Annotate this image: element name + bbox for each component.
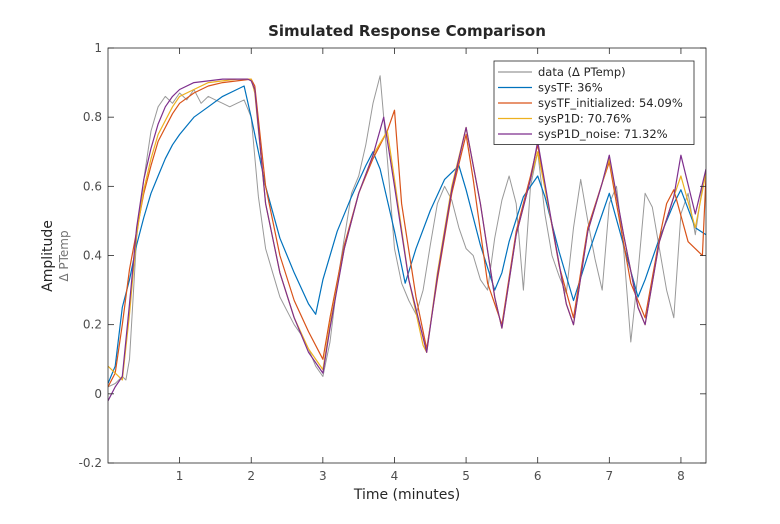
legend-label-data: data (Δ PTemp) xyxy=(538,65,626,79)
series-line-data xyxy=(108,75,703,388)
y-tick-label: 1 xyxy=(94,41,102,55)
x-tick-label: 5 xyxy=(462,469,470,483)
x-tick-label: 1 xyxy=(176,469,184,483)
legend-label-sysP1D-noise: sysP1D_noise: 71.32% xyxy=(538,127,668,141)
y-tick-label: 0.4 xyxy=(83,249,102,263)
legend-label-sysTF: sysTF: 36% xyxy=(538,81,603,95)
series-line-sysTF xyxy=(108,85,706,384)
chart-title: Simulated Response Comparison xyxy=(268,22,546,40)
x-axis-label: Time (minutes) xyxy=(353,487,460,503)
series-group xyxy=(108,75,706,402)
axes-group: 1 2 3 4 5 6 7 8 -0.2 0 0.2 0.4 0.6 0.8 1 xyxy=(79,41,707,483)
x-tick-label: 4 xyxy=(391,469,399,483)
y-tick-label: 0.2 xyxy=(83,318,102,332)
legend-label-sysTF-initialized: sysTF_initialized: 54.09% xyxy=(538,96,683,110)
y-axis-label: Amplitude xyxy=(40,220,56,292)
y-axis-sublabel: Δ PTemp xyxy=(57,230,71,281)
y-tick-label: 0.6 xyxy=(83,179,102,193)
series-line-sysP1D-noise xyxy=(108,78,706,402)
x-tick-label: 3 xyxy=(319,469,327,483)
y-tick-label: -0.2 xyxy=(79,456,102,470)
x-tick-label: 8 xyxy=(677,469,685,483)
series-line-sysTF-initialized xyxy=(108,78,706,388)
y-tick-label: 0.8 xyxy=(83,110,102,124)
y-tick-label: 0 xyxy=(94,387,102,401)
x-tick-label: 6 xyxy=(534,469,542,483)
x-tick-label: 2 xyxy=(247,469,255,483)
x-tick-label: 7 xyxy=(605,469,613,483)
legend: data (Δ PTemp) sysTF: 36%sysTF_initialize… xyxy=(493,60,695,145)
legend-label-sysP1D: sysP1D: 70.76% xyxy=(538,112,631,126)
